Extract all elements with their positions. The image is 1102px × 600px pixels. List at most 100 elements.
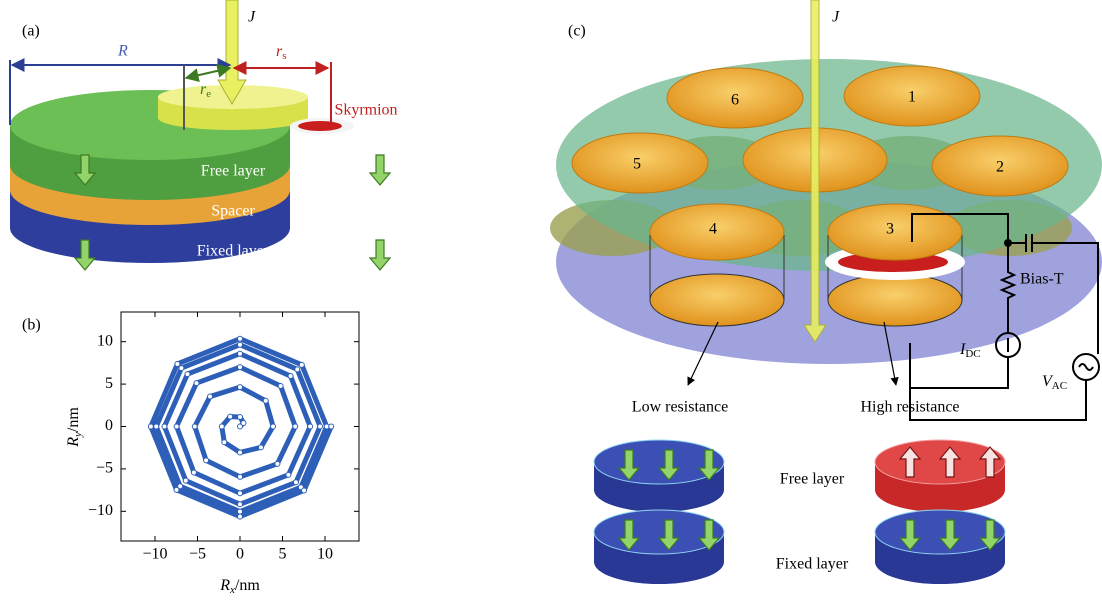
point xyxy=(174,487,179,492)
point xyxy=(238,365,243,370)
point xyxy=(162,424,167,429)
resistance-label: High resistance xyxy=(860,399,959,416)
point xyxy=(222,440,227,445)
point xyxy=(275,461,280,466)
x-tick-label: −5 xyxy=(189,546,206,563)
skyrmion-label: Skyrmion xyxy=(334,102,397,119)
layer-label: Free layer xyxy=(201,163,266,180)
disk xyxy=(828,204,962,260)
subscript: AC xyxy=(1052,380,1067,392)
x-tick-label: −10 xyxy=(142,546,167,563)
panel-a: (a) J R re rs Skyrmion Free layer Spacer… xyxy=(10,0,398,270)
radius-label: R xyxy=(117,43,128,60)
point xyxy=(241,421,246,426)
point xyxy=(238,502,243,507)
subscript: DC xyxy=(965,348,980,360)
disk xyxy=(650,204,784,260)
disk-label: 6 xyxy=(731,92,739,109)
point xyxy=(238,509,243,514)
point xyxy=(263,398,268,403)
disk xyxy=(650,274,784,326)
y-tick-label: −10 xyxy=(88,502,113,519)
x-axis-label: Rx/nm xyxy=(219,577,260,596)
unit: /nm xyxy=(235,577,260,594)
layer-label: Fixed layer xyxy=(197,243,270,260)
y-tick-label: 5 xyxy=(105,375,113,392)
panel-label: (a) xyxy=(22,23,40,40)
layer-label: Fixed layer xyxy=(776,556,849,573)
point xyxy=(295,367,300,372)
point xyxy=(329,424,334,429)
disk-label: 1 xyxy=(908,89,916,106)
point xyxy=(179,366,184,371)
re-label: re xyxy=(200,81,211,100)
panel-label: (c) xyxy=(568,23,586,40)
point xyxy=(204,458,209,463)
x-tick-label: 0 xyxy=(236,546,244,563)
point xyxy=(194,381,199,386)
unit: /nm xyxy=(65,407,82,432)
point xyxy=(174,424,179,429)
disk-label: 4 xyxy=(709,221,717,238)
point xyxy=(299,362,304,367)
point xyxy=(302,488,307,493)
spin-arrow xyxy=(370,155,390,185)
point xyxy=(278,383,283,388)
point xyxy=(238,415,243,420)
point xyxy=(192,424,197,429)
point xyxy=(288,374,293,379)
layer-label: Spacer xyxy=(211,203,255,220)
low-stack xyxy=(594,440,724,584)
layer-label: Free layer xyxy=(780,471,845,488)
high-stack xyxy=(875,440,1005,584)
x-tick-label: 10 xyxy=(317,546,333,563)
x-tick-label: 5 xyxy=(279,546,287,563)
subscript: e xyxy=(206,88,211,100)
point xyxy=(238,514,243,519)
symbol: R xyxy=(219,577,230,594)
point xyxy=(271,424,276,429)
point xyxy=(238,450,243,455)
node xyxy=(1004,239,1012,247)
resistance-label: Low resistance xyxy=(632,399,728,416)
disk xyxy=(828,274,962,326)
re-arrow xyxy=(186,68,230,78)
symbol: R xyxy=(65,437,82,448)
y-tick-label: −5 xyxy=(96,460,113,477)
spin-arrow xyxy=(370,240,390,270)
disk-label: 3 xyxy=(886,221,894,238)
point xyxy=(238,491,243,496)
y-tick-label: 0 xyxy=(105,417,113,434)
point xyxy=(207,394,212,399)
point xyxy=(238,336,243,341)
current-label: J xyxy=(248,9,256,26)
current-label: J xyxy=(832,9,840,26)
point xyxy=(219,424,224,429)
disk-label: 5 xyxy=(633,156,641,173)
point xyxy=(238,342,243,347)
figure: (a) J R re rs Skyrmion Free layer Spacer… xyxy=(0,0,1102,600)
point xyxy=(318,424,323,429)
y-axis-label: Ry/nm xyxy=(65,407,84,448)
vac-label: VAC xyxy=(1042,373,1067,392)
point xyxy=(154,424,159,429)
rs-label: rs xyxy=(276,43,287,62)
point xyxy=(293,424,298,429)
disk-label: 2 xyxy=(996,159,1004,176)
point xyxy=(308,424,313,429)
point xyxy=(191,470,196,475)
point xyxy=(286,472,291,477)
page: (a) J R re rs Skyrmion Free layer Spacer… xyxy=(0,0,1102,600)
point xyxy=(185,372,190,377)
point xyxy=(183,478,188,483)
point xyxy=(238,385,243,390)
panel-c: (c) J 1 2 3 4 5 6 Bias-T IDC VAC Low res… xyxy=(550,0,1102,584)
ac-symbol xyxy=(1079,364,1093,370)
bias-t-label: Bias-T xyxy=(1020,271,1064,288)
skyrmion xyxy=(298,121,342,131)
subscript: s xyxy=(282,50,286,62)
y-tick-label: 10 xyxy=(97,332,113,349)
point xyxy=(228,414,233,419)
point xyxy=(148,424,153,429)
